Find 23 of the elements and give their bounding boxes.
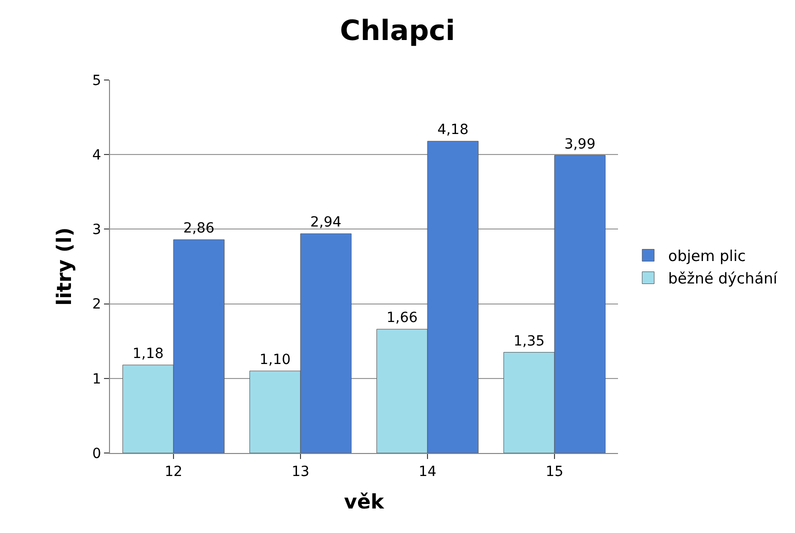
data-label: 2,86 [183,220,215,237]
chart-title: Chlapci [340,14,456,47]
x-axis-title: věk [344,489,385,514]
x-tick-label: 15 [546,464,564,480]
y-tick-label: 5 [92,72,102,89]
x-tick-label: 13 [292,464,310,480]
data-label: 1,35 [514,333,545,350]
x-tick-label: 14 [418,464,436,480]
y-tick-label: 4 [92,148,102,164]
data-label: 4,18 [437,122,468,138]
legend-label: objem plic [668,247,746,266]
y-tick-label: 2 [92,296,102,313]
y-tick-label: 0 [92,446,102,462]
y-tick-label: 1 [92,371,102,388]
y-tick-label: 3 [92,222,102,238]
data-label: 2,94 [310,214,342,231]
legend-label: běžné dýchání [668,270,778,288]
y-axis-title: litry (l) [52,227,76,306]
data-label: 3,99 [564,136,596,152]
x-tick-label: 12 [164,464,182,480]
data-label: 1,66 [386,310,418,326]
data-label: 1,18 [132,346,164,362]
data-label: 1,10 [260,352,291,368]
